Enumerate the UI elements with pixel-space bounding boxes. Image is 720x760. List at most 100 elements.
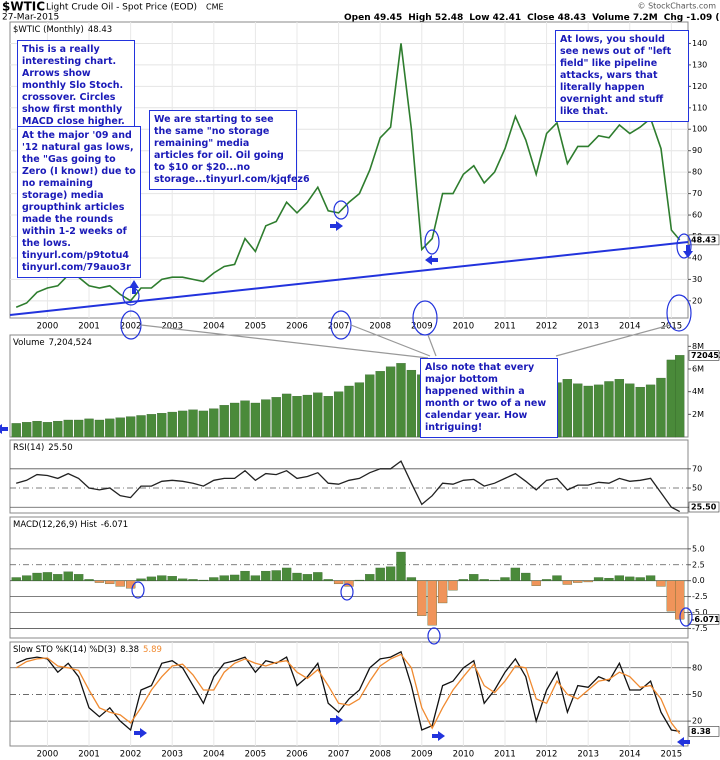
pointer — [140, 324, 429, 359]
y-tick-label: 130 — [692, 60, 707, 69]
bar — [562, 580, 573, 585]
bar — [261, 399, 271, 438]
bar — [219, 405, 229, 438]
bar — [84, 579, 94, 581]
bar — [385, 566, 396, 581]
bar — [73, 574, 84, 581]
bar — [573, 580, 583, 583]
bar — [625, 383, 635, 438]
value-box — [688, 501, 720, 513]
bar — [21, 422, 32, 438]
trend-line — [9, 241, 689, 316]
instrument-name: Light Crude Oil - Spot Price (EOD) — [46, 3, 197, 13]
bar — [229, 574, 240, 581]
bar — [281, 567, 292, 581]
x-tick-label: 2004 — [203, 750, 225, 760]
bar — [209, 408, 219, 438]
bar — [666, 359, 677, 438]
stat: Volume 7.2M — [592, 13, 658, 23]
panel-label-text: Volume — [13, 338, 45, 348]
y-tick-label: 110 — [692, 103, 707, 112]
bar — [406, 369, 417, 438]
arrow — [432, 731, 445, 741]
y-tick-label: 30 — [692, 275, 702, 284]
bar — [437, 580, 448, 604]
pointer — [555, 324, 671, 357]
bar — [146, 576, 157, 581]
bar — [614, 379, 625, 438]
panel-label: MACD(12,26,9) Hist -6.071 — [13, 520, 128, 530]
bar — [271, 397, 281, 438]
bar — [302, 394, 313, 438]
bar — [292, 396, 302, 438]
bar — [240, 400, 250, 438]
bar — [344, 385, 354, 438]
bar — [188, 579, 198, 581]
x-tick-label: 2009 — [411, 750, 433, 760]
x-tick-label: 2000 — [37, 750, 59, 760]
value-box — [688, 614, 720, 625]
x-tick-label: 2014 — [619, 750, 641, 760]
bar — [42, 572, 53, 581]
x-tick-label: 2000 — [37, 322, 59, 332]
bar — [209, 577, 219, 581]
panel — [9, 641, 689, 747]
value-box-label: 48.43 — [691, 235, 716, 244]
bar — [125, 416, 136, 438]
bar — [157, 575, 167, 581]
bar — [396, 551, 406, 581]
bar — [63, 419, 73, 438]
bar — [583, 580, 593, 583]
bar — [344, 580, 354, 587]
arrow — [425, 255, 438, 265]
bar — [427, 580, 437, 626]
bar — [604, 381, 614, 438]
bar — [521, 572, 531, 581]
bar — [365, 574, 375, 581]
bar — [63, 571, 73, 581]
bar — [396, 363, 406, 438]
bar — [136, 578, 146, 581]
bar — [146, 414, 157, 438]
y-tick-label: -7.5 — [692, 624, 708, 633]
bar — [198, 410, 209, 438]
bar — [635, 577, 645, 581]
panel-label: Slow STO %K(14) %D(3) 8.38 5.89 — [13, 645, 162, 655]
x-tick-label: 2005 — [245, 322, 267, 332]
bar — [136, 415, 146, 438]
x-tick-label: 2006 — [286, 750, 308, 760]
x-tick-label: 2008 — [369, 322, 391, 332]
value-box — [688, 726, 720, 737]
stat: Open 49.45 — [344, 13, 402, 23]
y-tick-label: 5.0 — [692, 544, 705, 553]
bar — [593, 577, 604, 581]
arrow — [677, 737, 690, 747]
current-value: 7,204,524 — [49, 338, 92, 348]
y-tick-label: 70 — [692, 189, 702, 198]
symbol: $WTIC — [2, 0, 45, 14]
bar — [604, 577, 614, 581]
bar — [531, 580, 541, 586]
current-value: 25.50 — [48, 443, 72, 453]
date: 27-Mar-2015 — [2, 13, 59, 23]
current-value: -6.071 — [101, 520, 128, 530]
circle — [412, 300, 438, 336]
current-value: 8.38 — [120, 645, 139, 655]
y-tick-label: 80 — [692, 663, 702, 672]
bar — [635, 386, 645, 438]
bar — [261, 570, 271, 581]
bar — [94, 419, 105, 438]
arrow — [683, 245, 693, 258]
panel-label-text: Slow STO %K(14) %D(3) — [13, 645, 116, 655]
panel-label: Volume 7,204,524 — [13, 338, 92, 348]
bar — [333, 391, 344, 438]
bar — [219, 575, 229, 581]
value-box-label: 25.50 — [691, 503, 717, 512]
value-box-label: -6.071 — [691, 615, 720, 624]
bar — [375, 567, 385, 581]
bar — [333, 580, 344, 585]
y-tick-label: 20 — [692, 717, 702, 726]
stat: Chg -1.09 (-2.20%) — [664, 13, 720, 23]
circle — [427, 627, 441, 645]
note: Also note that every major bottom happen… — [420, 358, 558, 438]
